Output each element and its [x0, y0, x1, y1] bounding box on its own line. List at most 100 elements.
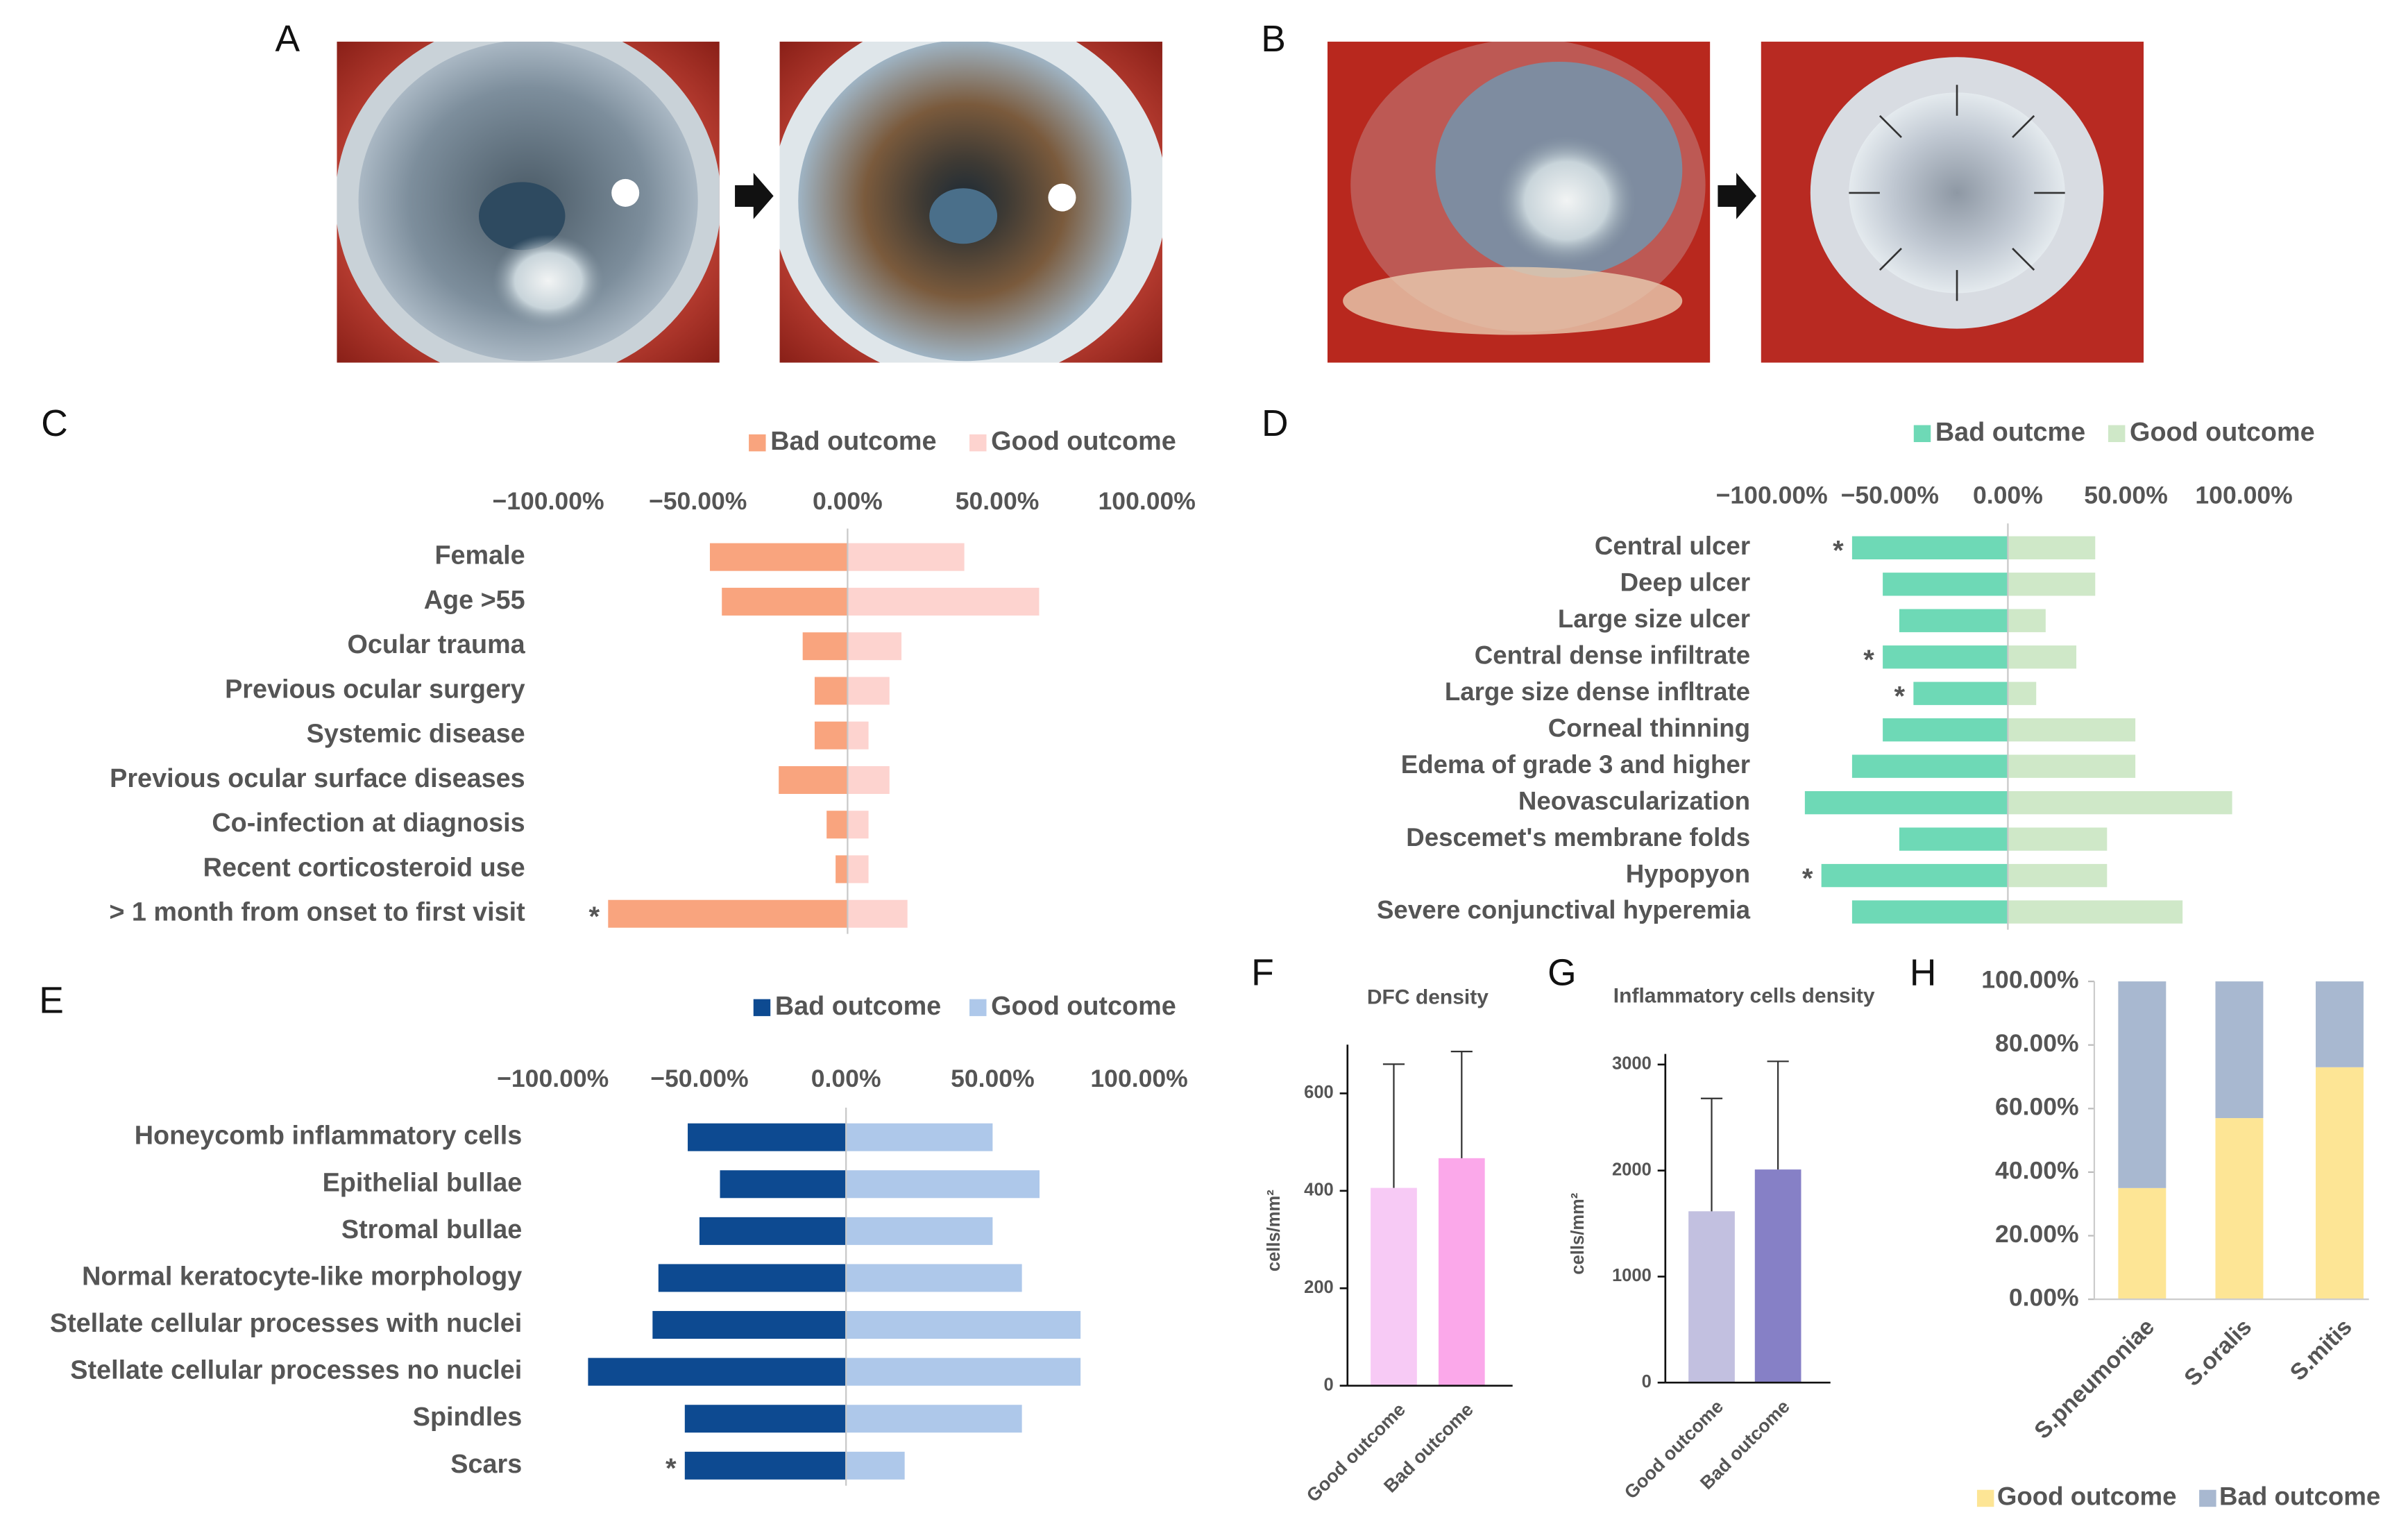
bar	[779, 765, 848, 794]
bar	[2008, 609, 2046, 632]
bar	[709, 543, 848, 571]
bar	[1913, 682, 2008, 705]
chart-title: Inflammatory cells density	[1613, 984, 1875, 1007]
bar-segment	[2315, 981, 2364, 1067]
legend-swatch	[2199, 1489, 2216, 1507]
bar	[2008, 863, 2108, 888]
legend-swatch	[969, 999, 987, 1017]
y-tick-label: 600	[1304, 1083, 1334, 1102]
panel-label: E	[39, 980, 64, 1021]
category-label: Stromal bullae	[341, 1215, 522, 1244]
y-tick-label: 0	[1324, 1375, 1334, 1394]
arrow	[1718, 173, 1756, 219]
arrow	[735, 173, 774, 219]
bar	[608, 899, 848, 928]
bar	[826, 811, 848, 839]
bar	[588, 1357, 847, 1386]
legend-swatch	[749, 434, 766, 452]
category-label: Central dense infiltrate	[1475, 641, 1750, 669]
x-tick-label: 50.00%	[956, 487, 1040, 515]
x-tick-label: −50.00%	[1841, 481, 1939, 509]
bar	[2008, 645, 2077, 669]
bar	[847, 677, 890, 705]
category-label: Hypopyon	[1626, 859, 1750, 888]
bar	[846, 1311, 1081, 1339]
category-label: Deep ulcer	[1620, 568, 1751, 596]
x-tick-label: −50.00%	[649, 487, 747, 515]
bar	[722, 587, 848, 616]
bar	[1754, 1169, 1801, 1383]
x-tick-label: S.mitis	[2285, 1314, 2357, 1385]
legend-label: Bad outcome	[770, 427, 936, 456]
bar	[814, 677, 848, 705]
legend-label: Good outcome	[1997, 1482, 2177, 1511]
bar	[2008, 827, 2108, 851]
category-label: Edema of grade 3 and higher	[1401, 750, 1750, 779]
x-tick-label: −50.00%	[650, 1065, 748, 1092]
bar	[1821, 863, 2008, 888]
bar	[1883, 573, 2008, 596]
x-tick-label: 100.00%	[1090, 1065, 1187, 1092]
category-label: Co-infection at diagnosis	[212, 809, 525, 838]
category-label: Ocular trauma	[348, 630, 526, 659]
bar	[2008, 682, 2037, 705]
bar	[1883, 645, 2008, 669]
bar	[846, 1405, 1022, 1433]
bar	[847, 855, 869, 883]
bar	[2008, 754, 2136, 778]
significance-marker: *	[1833, 536, 1844, 566]
y-tick-label: 0	[1642, 1372, 1652, 1391]
bar-segment	[2215, 981, 2264, 1119]
category-label: Spindles	[413, 1403, 522, 1432]
panel-label: H	[1910, 952, 1937, 993]
bar	[652, 1311, 847, 1339]
bar	[847, 632, 902, 661]
bar	[846, 1357, 1081, 1386]
bar	[658, 1264, 847, 1292]
category-label: Systemic disease	[307, 720, 525, 749]
category-label: > 1 month from onset to first visit	[109, 898, 525, 927]
bar	[1899, 609, 2008, 632]
y-tick-label: 100.00%	[1981, 966, 2078, 994]
legend-swatch	[753, 999, 771, 1017]
x-tick-label: −100.00%	[492, 487, 604, 515]
category-label: Central ulcer	[1595, 532, 1750, 560]
x-tick-label: S.oralis	[2180, 1314, 2257, 1391]
chart-title: DFC density	[1367, 985, 1489, 1008]
significance-marker: *	[589, 902, 600, 932]
bar	[2008, 536, 2096, 559]
bar	[846, 1123, 993, 1151]
category-label: Descemet's membrane folds	[1406, 823, 1750, 852]
bar	[1883, 718, 2008, 742]
photo-b-before	[1327, 42, 1711, 363]
bar	[1371, 1187, 1417, 1386]
y-axis-label: cells/mm²	[1568, 1193, 1588, 1275]
category-label: Corneal thinning	[1548, 713, 1750, 742]
bar-segment	[2315, 1067, 2364, 1300]
panel-label: B	[1261, 19, 1286, 60]
category-label: Epithelial bullae	[323, 1168, 523, 1197]
bar	[814, 721, 848, 750]
significance-marker: *	[665, 1453, 677, 1484]
x-tick-label: S.pneumoniae	[2030, 1314, 2160, 1444]
panel-label: C	[41, 403, 68, 444]
significance-marker: *	[1894, 681, 1906, 711]
x-tick-label: 50.00%	[951, 1065, 1035, 1092]
bar	[1851, 536, 2008, 559]
legend-label: Good outcome	[991, 992, 1176, 1021]
bar	[1438, 1158, 1485, 1386]
y-tick-label: 0.00%	[2009, 1284, 2079, 1312]
significance-marker: *	[1863, 645, 1874, 675]
category-label: Large size ulcer	[1558, 604, 1750, 633]
x-tick-label: 100.00%	[2195, 481, 2292, 509]
bar	[846, 1264, 1022, 1292]
bar	[688, 1123, 847, 1151]
photo-a-before	[337, 42, 720, 363]
legend-label: Good outcome	[2130, 418, 2315, 447]
category-label: Honeycomb inflammatory cells	[135, 1122, 523, 1151]
category-label: Recent corticosteroid use	[203, 853, 525, 882]
photo-a-after	[779, 42, 1162, 363]
legend-label: Good outcome	[991, 427, 1176, 456]
